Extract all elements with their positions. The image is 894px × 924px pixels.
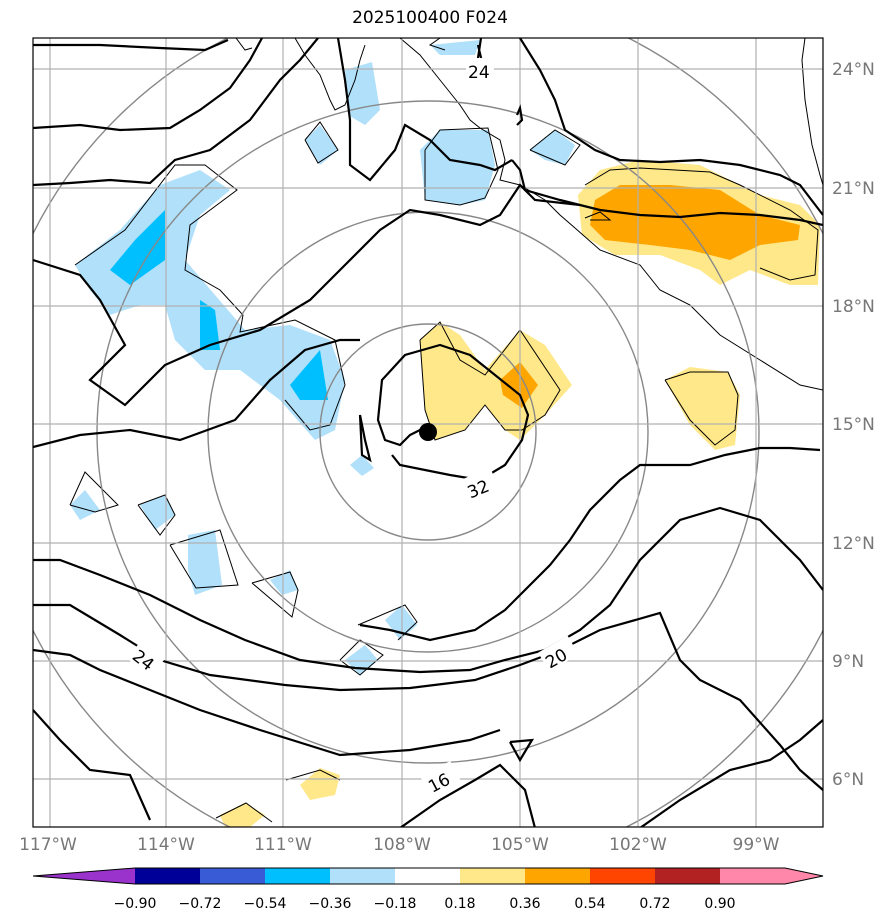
- colorbar-tick-label: 0.54: [574, 896, 605, 912]
- lon-tick-label: 111°W: [254, 835, 312, 855]
- colorbar-tick-label: −0.18: [374, 896, 417, 912]
- storm-center-marker: [419, 423, 437, 441]
- colorbar-extend-high: [720, 868, 823, 884]
- lon-tick-label: 102°W: [609, 835, 667, 855]
- latitude-axis: 24°N 21°N 18°N 15°N 12°N 9°N 6°N: [832, 60, 875, 790]
- lat-tick-label: 12°N: [832, 534, 875, 554]
- colorbar-bin: [525, 868, 591, 884]
- colorbar-bin: [590, 868, 656, 884]
- lon-tick-label: 114°W: [137, 835, 195, 855]
- colorbar-bin: [655, 868, 721, 884]
- colorbar-bin: [200, 868, 266, 884]
- lat-tick-label: 21°N: [832, 179, 875, 199]
- colorbar-bin: [460, 868, 526, 884]
- colorbar-bin: [135, 868, 201, 884]
- lon-tick-label: 108°W: [373, 835, 431, 855]
- lon-tick-label: 105°W: [491, 835, 549, 855]
- colorbar-bin: [395, 868, 461, 884]
- colorbar-tick-label: 0.36: [509, 896, 540, 912]
- colorbar-tick-label: 0.72: [639, 896, 670, 912]
- colorbar-bin: [330, 868, 396, 884]
- colorbar-tick-label: 0.90: [704, 896, 735, 912]
- colorbar-tick-label: −0.90: [114, 896, 157, 912]
- colorbar-tick-label: −0.54: [244, 896, 287, 912]
- colorbar-extend-low: [33, 868, 135, 884]
- lat-tick-label: 15°N: [832, 415, 875, 435]
- colorbar-bin: [265, 868, 331, 884]
- lon-tick-label: 117°W: [19, 835, 77, 855]
- lat-tick-label: 6°N: [832, 770, 864, 790]
- lat-tick-label: 9°N: [832, 652, 864, 672]
- contour-label: 24: [468, 63, 490, 83]
- lon-tick-label: 99°W: [733, 835, 780, 855]
- lat-tick-label: 18°N: [832, 297, 875, 317]
- longitude-axis: 117°W 114°W 111°W 108°W 105°W 102°W 99°W: [19, 835, 780, 855]
- colorbar-tick-label: −0.36: [309, 896, 352, 912]
- colorbar: −0.90 −0.72 −0.54 −0.36 −0.18 0.18 0.36 …: [32, 867, 824, 912]
- map-title: 2025100400 F024: [352, 8, 508, 28]
- map-frame: [32, 37, 824, 828]
- colorbar-tick-label: 0.18: [444, 896, 475, 912]
- lat-tick-label: 24°N: [832, 60, 875, 80]
- coastline: [235, 38, 823, 391]
- colorbar-tick-label: −0.72: [179, 896, 222, 912]
